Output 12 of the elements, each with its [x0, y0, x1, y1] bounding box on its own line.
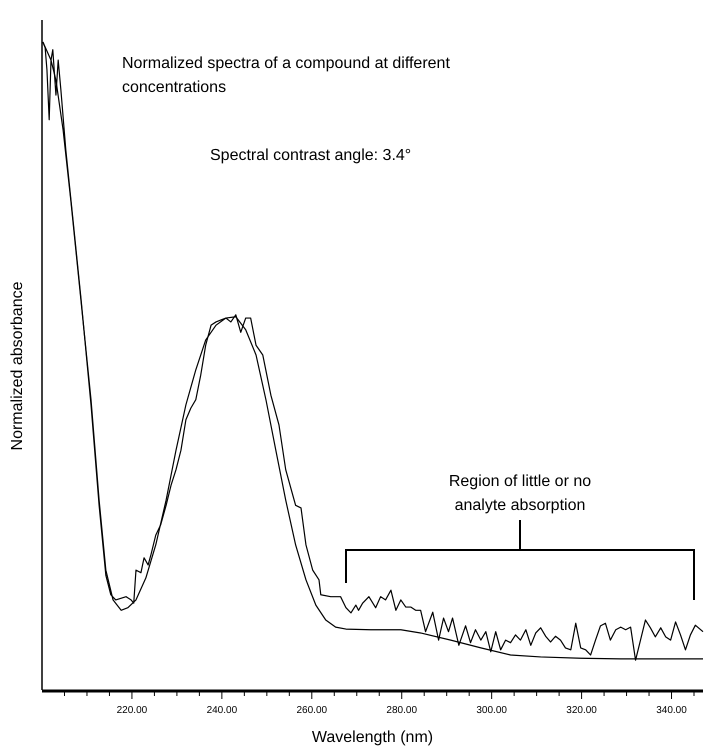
annotation: Region of little or no analyte absorption: [448, 473, 592, 514]
x-tick-label: 280.00: [386, 705, 418, 716]
x-tick-label: 220.00: [116, 705, 148, 716]
x-tick-label: 240.00: [206, 705, 238, 716]
x-tick-label: 340.00: [656, 705, 688, 716]
x-tick-label: 300.00: [476, 705, 508, 716]
text: Normalized spectra of a compound at different concentrations: [122, 55, 450, 96]
x-tick-label: 260.00: [296, 705, 328, 716]
annotation: Spectral contrast angle: 3.4°: [210, 147, 412, 164]
x-axis-title: Wavelength (nm): [312, 729, 434, 746]
x-tick-label: 320.00: [566, 705, 598, 716]
y-axis-title: Normalized absorbance: [9, 281, 26, 450]
